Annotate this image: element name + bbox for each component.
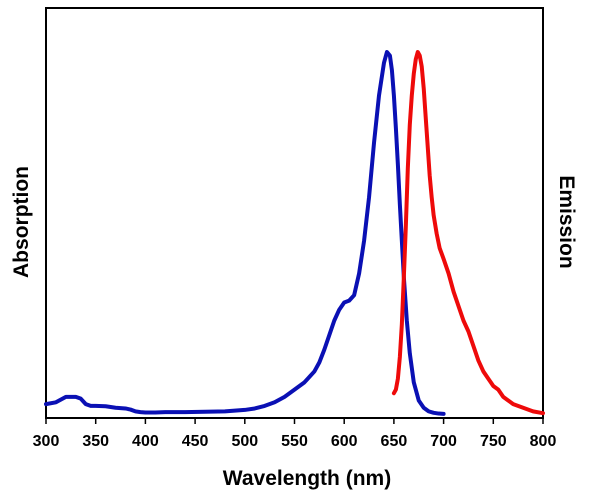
emission-series-line	[391, 50, 545, 416]
x-tick-label: 750	[480, 433, 507, 450]
x-tick-label: 500	[231, 433, 258, 450]
x-tick-label: 550	[281, 433, 308, 450]
x-tick-label: 350	[82, 433, 109, 450]
absorption-series-line	[44, 50, 446, 416]
series-layer	[44, 50, 545, 416]
plot-area-frame	[45, 7, 544, 419]
x-tick-label: 600	[331, 433, 358, 450]
y-axis-title-right: Emission	[555, 175, 578, 268]
x-tick-label: 400	[132, 433, 159, 450]
x-tick-label: 800	[530, 433, 557, 450]
x-axis-title: Wavelength (nm)	[223, 467, 391, 490]
x-tick-label: 650	[381, 433, 408, 450]
x-tick-label: 300	[33, 433, 60, 450]
x-tick-label: 450	[182, 433, 209, 450]
x-tick-label: 700	[430, 433, 457, 450]
x-axis-ticks: 300 350 400 450 500 550 600 650 700 750 800	[33, 418, 557, 450]
y-axis-title-left: Absorption	[10, 166, 33, 278]
